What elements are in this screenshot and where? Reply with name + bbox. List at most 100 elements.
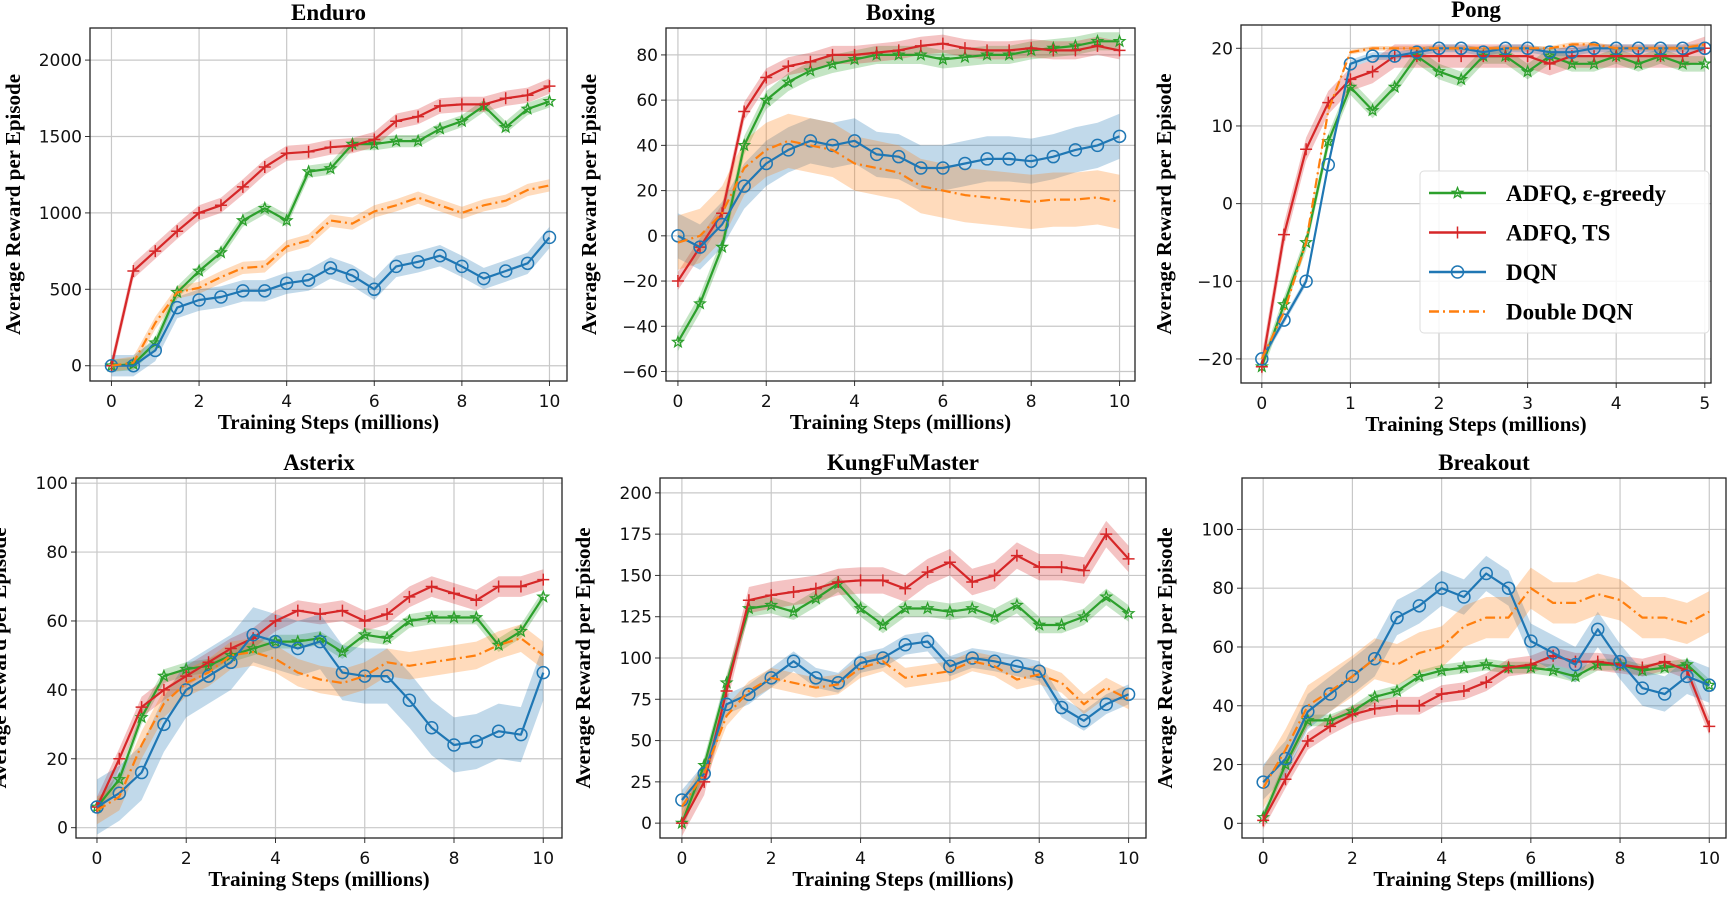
data-point-plus (258, 161, 271, 174)
data-point-plus (1055, 561, 1068, 574)
data-point-circle (1099, 697, 1113, 711)
data-point-circle (1301, 704, 1315, 719)
axes-frame (75, 477, 563, 839)
x-tick-label: 0 (106, 392, 117, 412)
x-tick-label: 8 (449, 849, 460, 869)
data-point-plus (1654, 50, 1667, 63)
y-tick-label: −40 (622, 317, 658, 337)
data-point-plus (899, 582, 912, 595)
data-point-circle (1010, 659, 1024, 674)
data-point-circle (1256, 775, 1270, 789)
data-point-star (1432, 64, 1446, 78)
series-line-adfq-greedy (96, 596, 545, 808)
data-point-plus (671, 275, 684, 288)
series-line-adfq-greedy (1262, 663, 1711, 818)
data-point-circle (1524, 634, 1538, 648)
data-point-circle (498, 264, 513, 278)
data-point-star (192, 263, 207, 277)
data-point-circle (313, 634, 327, 649)
data-point-plus (193, 206, 206, 219)
x-tick-label: 10 (1109, 392, 1131, 412)
data-point-circle (301, 273, 316, 287)
series-line-dqn (1262, 572, 1710, 783)
data-point-plus (760, 71, 773, 84)
data-point-plus (1457, 685, 1470, 698)
data-point-circle (201, 669, 216, 683)
data-point-circle (258, 284, 272, 298)
data-point-plus (809, 582, 822, 595)
x-axis-label: Training Steps (millions) (1365, 412, 1586, 436)
data-point-circle (224, 655, 238, 670)
data-point-plus (832, 576, 845, 589)
data-point-star (513, 623, 528, 638)
y-tick-label: 20 (1211, 39, 1233, 59)
x-axis-label: Training Steps (millions) (218, 410, 439, 434)
y-tick-label: 0 (1222, 195, 1233, 215)
data-point-star (693, 296, 707, 310)
data-point-circle (323, 261, 338, 275)
data-point-star (1367, 689, 1382, 703)
data-point-star (542, 94, 557, 108)
data-point-star (335, 644, 350, 658)
data-point-plus (1524, 658, 1537, 671)
legend-label: ADFQ, ε-greedy (1506, 181, 1667, 206)
data-point-plus (1368, 702, 1381, 715)
data-point-circle (1476, 45, 1491, 59)
x-tick-label: 2 (761, 392, 772, 412)
data-point-circle (958, 156, 972, 171)
data-point-plus (1703, 720, 1716, 733)
data-point-plus (324, 141, 337, 154)
data-point-plus (1300, 143, 1313, 156)
data-point-circle (126, 358, 141, 373)
data-point-circle (1702, 678, 1717, 692)
data-point-circle (1068, 143, 1083, 157)
axes-frame (1241, 477, 1727, 839)
y-tick-label: −20 (1197, 350, 1233, 370)
data-point-circle (980, 152, 994, 166)
data-point-star (156, 668, 171, 682)
chart-title: Pong (1451, 0, 1501, 22)
x-tick-label: 8 (1026, 392, 1037, 412)
x-tick-label: 6 (1525, 849, 1536, 869)
data-point-star (965, 601, 980, 615)
data-point-star (447, 610, 461, 624)
data-point-circle (1299, 274, 1313, 289)
data-point-star (803, 63, 818, 77)
data-point-plus (936, 37, 949, 50)
data-point-plus (499, 92, 512, 105)
data-point-circle (943, 659, 957, 674)
data-point-circle (112, 786, 127, 800)
plot-area (1256, 555, 1717, 830)
data-point-plus (269, 614, 282, 627)
data-point-star (1450, 185, 1465, 199)
data-point-circle (1046, 149, 1061, 164)
data-point-plus (149, 245, 162, 258)
data-point-circle (1501, 581, 1516, 595)
x-tick-label: 6 (359, 849, 370, 869)
data-point-plus (1113, 44, 1126, 57)
data-point-circle (786, 654, 801, 669)
data-point-star (898, 601, 913, 615)
data-point-plus (981, 44, 994, 57)
data-point-circle (1543, 45, 1557, 59)
data-point-star (764, 597, 779, 612)
y-axis-label: Average Reward per Episode (1152, 73, 1176, 334)
data-point-plus (346, 139, 359, 152)
data-point-star (279, 213, 294, 227)
data-point-plus (1632, 50, 1645, 63)
series-line-dqn (677, 135, 1120, 249)
x-axis-label: Training Steps (millions) (1373, 867, 1594, 891)
data-point-plus (876, 574, 889, 587)
y-tick-label: 150 (620, 566, 652, 586)
data-point-plus (135, 701, 148, 714)
data-point-circle (455, 259, 469, 274)
x-tick-label: 10 (1118, 849, 1140, 869)
data-point-plus (492, 580, 505, 593)
data-point-plus (390, 115, 403, 128)
series-line-dqn (681, 640, 1130, 801)
y-tick-label: 200 (620, 484, 652, 504)
data-point-star (1586, 56, 1602, 70)
data-point-star (402, 613, 417, 627)
x-tick-label: 4 (849, 392, 860, 412)
